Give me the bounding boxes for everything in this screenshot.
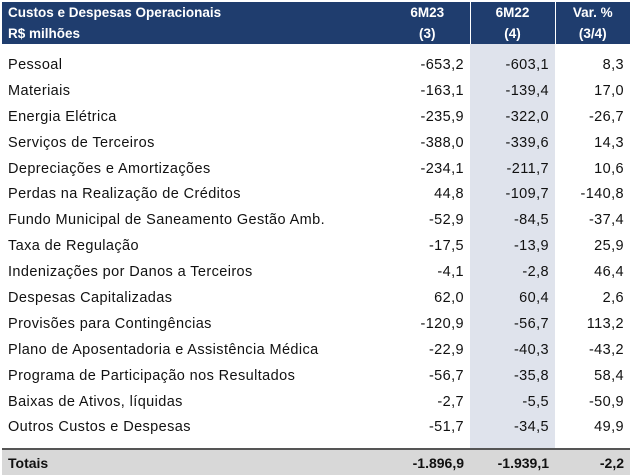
table-body: Pessoal -653,2 -603,1 8,3 Materiais -163,1 -13… bbox=[2, 44, 630, 450]
table-row: Indenizações por Danos a Terceiros -4,1 -2… bbox=[2, 259, 630, 286]
column-header-var: Var. % bbox=[554, 2, 630, 23]
table-row: Depreciações e Amortizações -234,1 -211,7 1… bbox=[2, 155, 630, 182]
spacer-row bbox=[2, 440, 630, 450]
table-row: Pessoal -653,2 -603,1 8,3 bbox=[2, 52, 630, 78]
table-row: Materiais -163,1 -139,4 17,0 bbox=[2, 77, 630, 104]
cell-var: -50,9 bbox=[588, 393, 624, 410]
row-label: Perdas na Realização de Créditos bbox=[8, 186, 241, 203]
cell-var: -37,4 bbox=[588, 212, 624, 229]
cell-var: 58,4 bbox=[594, 367, 624, 384]
cell-6m22: -2,8 bbox=[470, 259, 555, 286]
column-header-6m22: 6M22 bbox=[469, 2, 555, 23]
table-row: Despesas Capitalizadas 62,0 60,4 2,6 bbox=[2, 285, 630, 311]
cell-6m22: -339,6 bbox=[470, 129, 555, 156]
cell-6m23: -2,7 bbox=[437, 393, 464, 410]
table-title: Custos e Despesas Operacionais bbox=[2, 2, 385, 23]
table-row: Fundo Municipal de Saneamento Gestão Amb… bbox=[2, 207, 630, 234]
row-label: Programa de Participação nos Resultados bbox=[8, 367, 296, 384]
row-label: Depreciações e Amortizações bbox=[8, 160, 211, 177]
cell-var: 17,0 bbox=[594, 82, 624, 99]
cell-var: -43,2 bbox=[588, 341, 624, 358]
cell-6m23: -653,2 bbox=[420, 56, 464, 73]
column-note-6m22: (4) bbox=[469, 23, 555, 44]
row-label: Provisões para Contingências bbox=[8, 315, 212, 332]
cell-6m22: -322,0 bbox=[470, 103, 555, 130]
column-note-var: (3/4) bbox=[554, 23, 630, 44]
table-row: Provisões para Contingências -120,9 -56,7 1… bbox=[2, 310, 630, 337]
cell-6m23: -52,9 bbox=[428, 212, 464, 229]
row-label: Outros Custos e Despesas bbox=[8, 419, 191, 436]
total-var: -2,2 bbox=[555, 448, 630, 475]
cell-6m22: -5,5 bbox=[470, 388, 555, 415]
cell-6m23: 44,8 bbox=[434, 186, 464, 203]
row-label: Plano de Aposentadoria e Assistência Méd… bbox=[8, 341, 319, 358]
row-label: Energia Elétrica bbox=[8, 108, 117, 125]
row-label: Indenizações por Danos a Terceiros bbox=[8, 264, 253, 281]
cell-var: 25,9 bbox=[594, 238, 624, 255]
column-note-6m23: (3) bbox=[385, 23, 470, 44]
cell-var: 14,3 bbox=[594, 134, 624, 151]
cell-var: 10,6 bbox=[594, 160, 624, 177]
row-label: Taxa de Regulação bbox=[8, 238, 139, 255]
cell-6m22: -603,1 bbox=[470, 52, 555, 78]
table-row: Perdas na Realização de Créditos 44,8 -109… bbox=[2, 181, 630, 208]
cell-var: 8,3 bbox=[602, 56, 624, 73]
total-6m22: -1.939,1 bbox=[470, 448, 555, 475]
cell-6m22: -34,5 bbox=[470, 414, 555, 441]
cell-var: 46,4 bbox=[594, 264, 624, 281]
cell-6m22: -13,9 bbox=[470, 233, 555, 260]
table-row: Energia Elétrica -235,9 -322,0 -26,7 bbox=[2, 103, 630, 130]
table-row: Baixas de Ativos, líquidas -2,7 -5,5 -50,9 bbox=[2, 388, 630, 415]
row-label: Pessoal bbox=[8, 56, 63, 73]
total-row: Totais -1.896,9 -1.939,1 -2,2 bbox=[2, 448, 630, 475]
cell-6m22: 60,4 bbox=[470, 285, 555, 311]
cell-6m22: -56,7 bbox=[470, 310, 555, 337]
table-row: Serviços de Terceiros -388,0 -339,6 14,3 bbox=[2, 129, 630, 156]
table-row: Outros Custos e Despesas -51,7 -34,5 49,9 bbox=[2, 414, 630, 441]
cell-6m23: -17,5 bbox=[428, 238, 464, 255]
cell-6m23: 62,0 bbox=[434, 289, 464, 306]
table-row: Programa de Participação nos Resultados -… bbox=[2, 362, 630, 389]
column-header-6m23: 6M23 bbox=[385, 2, 470, 23]
cell-6m23: -235,9 bbox=[420, 108, 464, 125]
cell-6m22: -211,7 bbox=[470, 155, 555, 182]
table-row: Taxa de Regulação -17,5 -13,9 25,9 bbox=[2, 233, 630, 260]
header-row-title: Custos e Despesas Operacionais 6M23 6M22… bbox=[2, 2, 630, 23]
table-unit: R$ milhões bbox=[2, 23, 385, 44]
cell-6m23: -22,9 bbox=[428, 341, 464, 358]
total-6m23: -1.896,9 bbox=[385, 448, 470, 475]
cell-var: 2,6 bbox=[602, 289, 624, 306]
cell-var: 49,9 bbox=[594, 419, 624, 436]
header-row-unit: R$ milhões (3) (4) (3/4) bbox=[2, 23, 630, 44]
cell-6m22: -84,5 bbox=[470, 207, 555, 234]
cell-6m23: -234,1 bbox=[420, 160, 464, 177]
row-label: Fundo Municipal de Saneamento Gestão Amb… bbox=[8, 212, 326, 229]
cell-6m22: -40,3 bbox=[470, 336, 555, 363]
cell-6m23: -4,1 bbox=[437, 264, 464, 281]
cell-6m22: -35,8 bbox=[470, 362, 555, 389]
cell-var: -140,8 bbox=[580, 186, 624, 203]
table-header: Custos e Despesas Operacionais 6M23 6M22… bbox=[2, 2, 630, 44]
row-label: Serviços de Terceiros bbox=[8, 134, 155, 151]
spacer-row bbox=[2, 44, 630, 52]
cell-6m23: -163,1 bbox=[420, 82, 464, 99]
total-label: Totais bbox=[2, 448, 385, 475]
cell-6m23: -388,0 bbox=[420, 134, 464, 151]
cell-6m22: -139,4 bbox=[470, 77, 555, 104]
cell-6m23: -120,9 bbox=[420, 315, 464, 332]
table-row: Plano de Aposentadoria e Assistência Méd… bbox=[2, 336, 630, 363]
cell-6m23: -51,7 bbox=[428, 419, 464, 436]
cell-6m23: -56,7 bbox=[428, 367, 464, 384]
table-footer: Totais -1.896,9 -1.939,1 -2,2 bbox=[2, 448, 630, 475]
cell-var: 113,2 bbox=[586, 315, 624, 332]
row-label: Materiais bbox=[8, 82, 71, 99]
cell-6m22: -109,7 bbox=[470, 181, 555, 208]
cell-var: -26,7 bbox=[588, 108, 624, 125]
row-label: Despesas Capitalizadas bbox=[8, 289, 173, 306]
row-label: Baixas de Ativos, líquidas bbox=[8, 393, 183, 410]
